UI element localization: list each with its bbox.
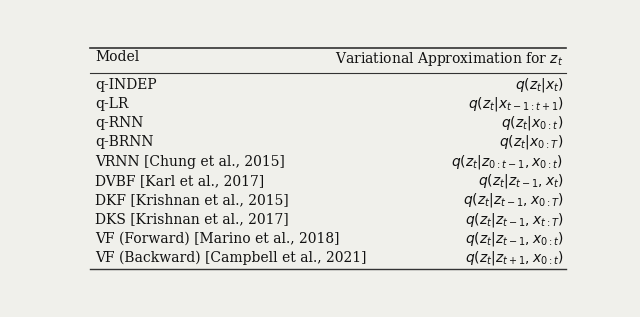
Text: q-RNN: q-RNN (95, 116, 143, 130)
Text: VRNN [Chung et al., 2015]: VRNN [Chung et al., 2015] (95, 155, 285, 169)
Text: $q(z_t|x_{0:T})$: $q(z_t|x_{0:T})$ (499, 133, 564, 152)
Text: $q(z_t|x_{t-1:t+1})$: $q(z_t|x_{t-1:t+1})$ (468, 95, 564, 113)
Text: $q(z_t|x_{0:t})$: $q(z_t|x_{0:t})$ (501, 114, 564, 132)
Text: DKS [Krishnan et al., 2017]: DKS [Krishnan et al., 2017] (95, 213, 289, 227)
Text: VF (Backward) [Campbell et al., 2021]: VF (Backward) [Campbell et al., 2021] (95, 251, 366, 265)
Text: $q(z_t|z_{0:t-1}, x_{0:t})$: $q(z_t|z_{0:t-1}, x_{0:t})$ (451, 153, 564, 171)
Text: q-BRNN: q-BRNN (95, 135, 154, 150)
Text: VF (Forward) [Marino et al., 2018]: VF (Forward) [Marino et al., 2018] (95, 232, 339, 246)
Text: $q(z_t|x_t)$: $q(z_t|x_t)$ (515, 76, 564, 94)
Text: q-LR: q-LR (95, 97, 128, 111)
Text: $q(z_t|z_{t-1}, x_{t:T})$: $q(z_t|z_{t-1}, x_{t:T})$ (465, 210, 564, 229)
Text: $q(z_t|z_{t+1}, x_{0:t})$: $q(z_t|z_{t+1}, x_{0:t})$ (465, 249, 564, 267)
Text: $q(z_t|z_{t-1}, x_{0:T})$: $q(z_t|z_{t-1}, x_{0:T})$ (463, 191, 564, 209)
Text: $q(z_t|z_{t-1}, x_t)$: $q(z_t|z_{t-1}, x_t)$ (478, 172, 564, 190)
Text: q-INDEP: q-INDEP (95, 78, 157, 92)
Text: DKF [Krishnan et al., 2015]: DKF [Krishnan et al., 2015] (95, 193, 289, 207)
Text: DVBF [Karl et al., 2017]: DVBF [Karl et al., 2017] (95, 174, 264, 188)
Text: Model: Model (95, 50, 139, 64)
Text: $q(z_t|z_{t-1}, x_{0:t})$: $q(z_t|z_{t-1}, x_{0:t})$ (465, 230, 564, 248)
Text: Variational Approximation for $z_t$: Variational Approximation for $z_t$ (335, 50, 564, 68)
